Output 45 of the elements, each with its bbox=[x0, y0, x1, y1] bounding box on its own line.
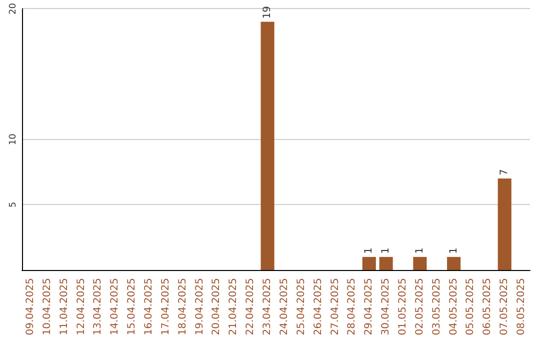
x-tick-label: 02.05.2025 bbox=[414, 278, 426, 336]
x-tick-label: 14.04.2025 bbox=[110, 278, 121, 336]
x-tick-label: 03.05.2025 bbox=[431, 278, 442, 336]
bar bbox=[379, 256, 393, 270]
x-tick-label: 10.04.2025 bbox=[42, 278, 53, 336]
data-label: 19 bbox=[262, 6, 274, 19]
x-tick-label: 13.04.2025 bbox=[92, 278, 104, 336]
x-tick-label: 27.04.2025 bbox=[330, 278, 341, 336]
x-tick-label: 17.04.2025 bbox=[160, 278, 172, 336]
x-tick-label: 15.04.2025 bbox=[126, 278, 138, 336]
x-tick-label: 21.04.2025 bbox=[228, 278, 240, 336]
x-tick-label: 05.05.2025 bbox=[465, 278, 476, 336]
data-label: 7 bbox=[499, 169, 510, 176]
x-tick-label: 12.04.2025 bbox=[76, 278, 87, 336]
bar bbox=[498, 178, 512, 270]
x-tick-label: 18.04.2025 bbox=[177, 278, 188, 336]
y-tick-label: 20 bbox=[8, 2, 18, 14]
x-tick-label: 06.05.2025 bbox=[482, 278, 494, 336]
x-tick-label: 08.05.2025 bbox=[516, 278, 528, 336]
x-tick-label: 28.04.2025 bbox=[346, 278, 358, 336]
x-tick-label: 29.04.2025 bbox=[364, 278, 375, 336]
bar bbox=[260, 22, 274, 270]
x-tick-label: 26.04.2025 bbox=[312, 278, 324, 336]
data-label: 1 bbox=[364, 248, 375, 254]
x-tick-label: 25.04.2025 bbox=[296, 278, 307, 336]
bar bbox=[447, 256, 461, 270]
x-tick-label: 19.04.2025 bbox=[194, 278, 206, 336]
x-tick-label: 11.04.2025 bbox=[58, 278, 70, 336]
x-tick-label: 07.05.2025 bbox=[499, 278, 510, 336]
y-tick-label: 10 bbox=[8, 133, 18, 146]
y-tick-label: 5 bbox=[8, 202, 18, 208]
x-tick-label: 24.04.2025 bbox=[278, 278, 290, 336]
x-tick-label: 22.04.2025 bbox=[245, 278, 256, 336]
x-tick-label: 09.04.2025 bbox=[24, 278, 36, 336]
bar bbox=[362, 256, 376, 270]
x-tick-label: 01.05.2025 bbox=[398, 278, 408, 336]
data-label: 1 bbox=[414, 248, 426, 254]
x-tick-label: 16.04.2025 bbox=[144, 278, 154, 336]
x-tick-label: 23.04.2025 bbox=[262, 278, 274, 336]
data-label: 1 bbox=[380, 248, 392, 254]
bar bbox=[413, 256, 427, 270]
x-tick-label: 30.04.2025 bbox=[380, 278, 392, 336]
x-tick-label: 20.04.2025 bbox=[211, 278, 222, 336]
data-label: 1 bbox=[448, 248, 460, 254]
x-tick-label: 04.05.2025 bbox=[448, 278, 460, 336]
